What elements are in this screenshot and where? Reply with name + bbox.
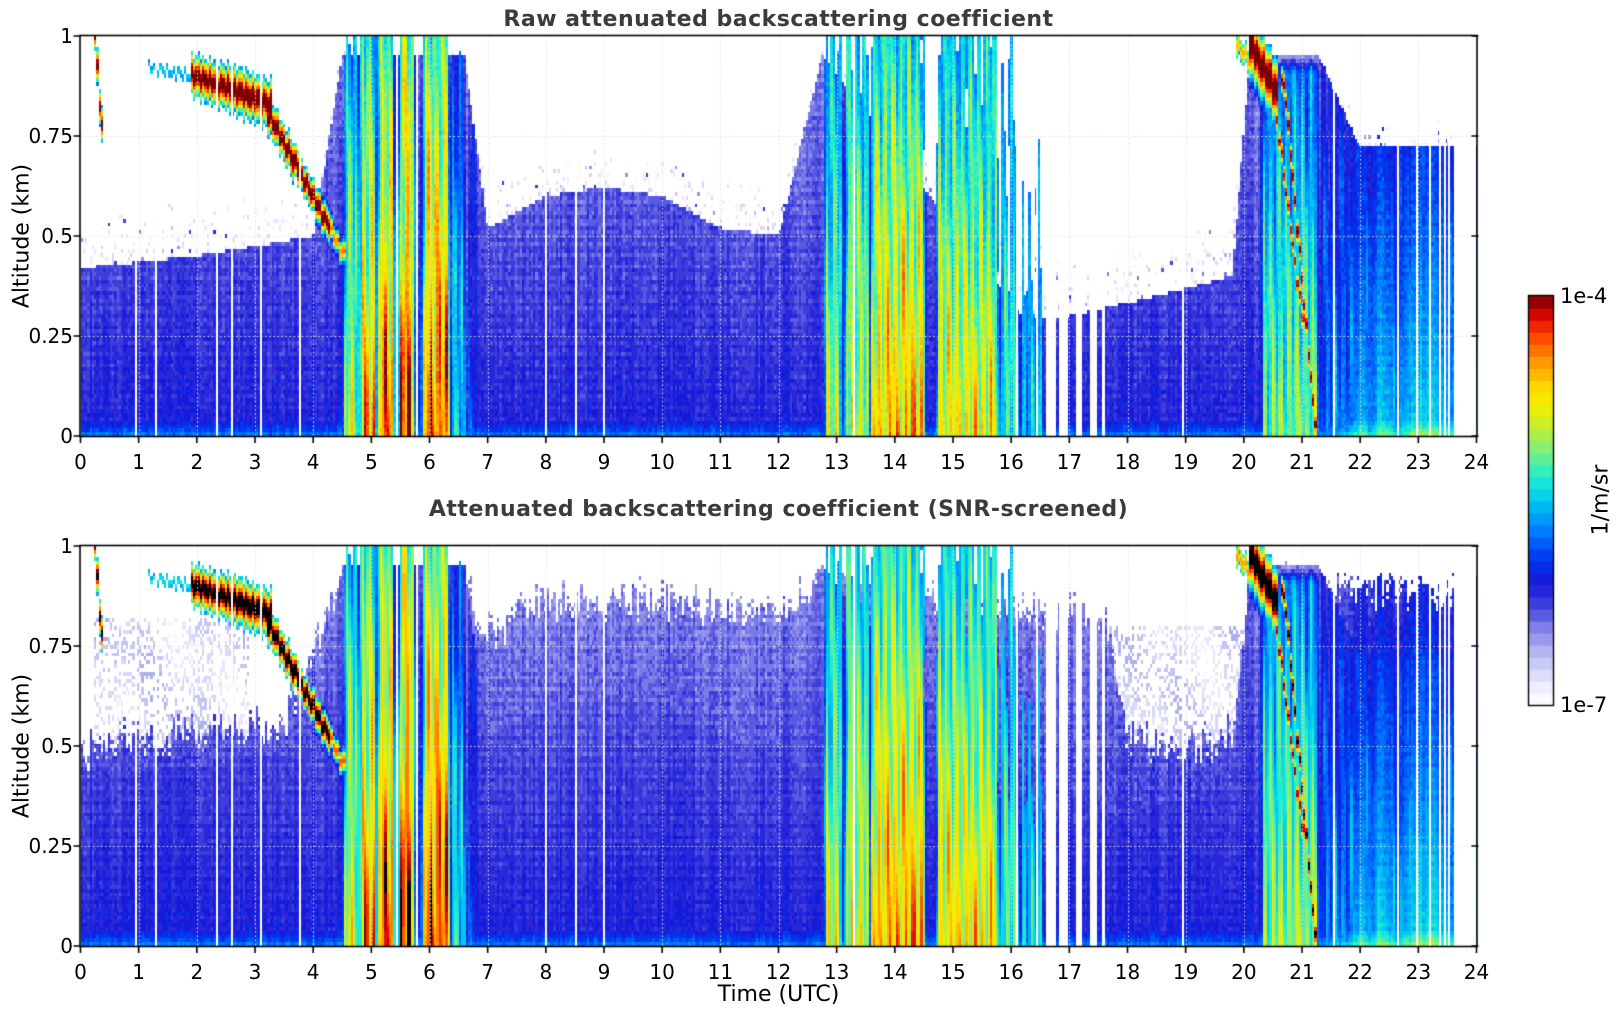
y-tick-label: 1: [60, 24, 73, 48]
x-tick-label: 24: [1463, 450, 1490, 474]
y-tick-label: 0.25: [28, 324, 73, 348]
x-tick-label: 13: [823, 960, 850, 984]
x-tick-label: 1: [132, 960, 146, 984]
colorbar-max-label: 1e-4: [1560, 284, 1608, 308]
x-tick-label: 9: [597, 960, 611, 984]
colorbar-units-label: 1/m/sr: [1588, 464, 1614, 536]
panel-screened-title: Attenuated backscattering coefficient (S…: [428, 497, 1129, 522]
x-tick-label: 15: [940, 960, 966, 984]
x-tick-label: 7: [481, 450, 495, 474]
x-tick-label: 21: [1289, 450, 1315, 474]
x-tick-label: 15: [940, 450, 966, 474]
x-tick-label: 14: [882, 960, 908, 984]
x-tick-label: 18: [1114, 960, 1141, 984]
x-tick-label: 4: [306, 450, 320, 474]
x-tick-label: 5: [364, 450, 378, 474]
x-tick-label: 2: [190, 450, 204, 474]
x-tick-label: 4: [306, 960, 320, 984]
y-tick-label: 0.25: [28, 834, 73, 858]
x-tick-label: 23: [1405, 450, 1432, 474]
x-tick-label: 1: [132, 450, 146, 474]
y-tick-label: 0: [60, 934, 73, 958]
colorbar-min-label: 1e-7: [1560, 693, 1608, 717]
x-axis-label: Time (UTC): [717, 982, 840, 1007]
x-tick-label: 2: [190, 960, 204, 984]
x-tick-label: 16: [998, 960, 1024, 984]
x-tick-label: 20: [1231, 960, 1257, 984]
x-tick-label: 10: [649, 450, 675, 474]
x-tick-label: 9: [597, 450, 611, 474]
y-tick-label: 0.5: [41, 734, 73, 758]
y-tick-label: 0: [60, 424, 73, 448]
x-tick-label: 5: [364, 960, 378, 984]
y-tick-label: 1: [60, 534, 73, 558]
panel-raw-title: Raw attenuated backscattering coefficien…: [503, 7, 1054, 32]
x-tick-label: 20: [1231, 450, 1257, 474]
x-tick-label: 17: [1056, 960, 1083, 984]
x-tick-label: 0: [74, 960, 87, 984]
x-tick-label: 23: [1405, 960, 1432, 984]
x-tick-label: 6: [423, 960, 436, 984]
x-tick-label: 22: [1347, 960, 1373, 984]
x-tick-label: 8: [539, 960, 553, 984]
x-tick-label: 19: [1172, 450, 1199, 474]
x-tick-label: 22: [1347, 450, 1373, 474]
x-tick-label: 3: [248, 450, 262, 474]
x-tick-label: 21: [1289, 960, 1315, 984]
x-tick-label: 8: [539, 450, 553, 474]
y-tick-label: 0.75: [28, 634, 73, 658]
x-tick-label: 12: [765, 960, 792, 984]
x-tick-label: 3: [248, 960, 262, 984]
x-tick-label: 10: [649, 960, 675, 984]
y-tick-label: 0.75: [28, 124, 73, 148]
x-tick-label: 14: [882, 450, 908, 474]
x-tick-label: 13: [823, 450, 850, 474]
x-tick-label: 7: [481, 960, 495, 984]
y-tick-label: 0.5: [41, 224, 73, 248]
x-tick-label: 0: [74, 450, 87, 474]
x-tick-label: 11: [707, 960, 734, 984]
x-tick-label: 18: [1114, 450, 1141, 474]
x-tick-label: 11: [707, 450, 734, 474]
x-tick-label: 17: [1056, 450, 1083, 474]
x-tick-label: 24: [1463, 960, 1490, 984]
x-tick-label: 6: [423, 450, 436, 474]
x-tick-label: 12: [765, 450, 792, 474]
x-tick-label: 16: [998, 450, 1024, 474]
x-tick-label: 19: [1172, 960, 1199, 984]
